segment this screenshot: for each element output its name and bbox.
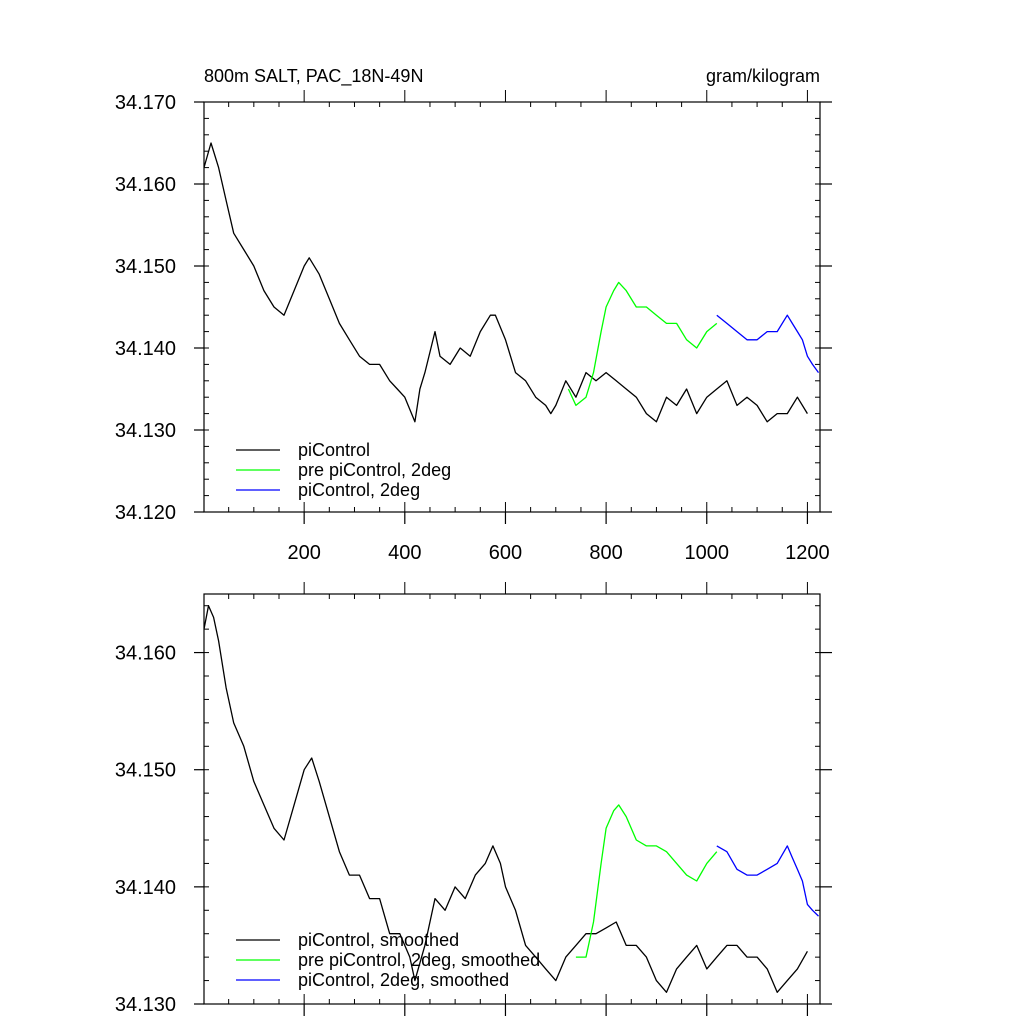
series-line-2 <box>716 845 819 917</box>
y-tick-label: 34.130 <box>115 994 176 1016</box>
legend-label: pre piControl, 2deg <box>298 460 451 480</box>
series-line-2 <box>716 314 820 373</box>
x-tick-label: 200 <box>287 542 320 564</box>
series-line-0 <box>204 142 808 423</box>
x-tick-label: 1000 <box>685 542 730 564</box>
x-tick-label: 600 <box>489 542 522 564</box>
legend-label: piControl, 2deg <box>298 480 420 500</box>
x-tick-label: 1200 <box>785 542 830 564</box>
y-tick-label: 34.170 <box>115 92 176 114</box>
y-tick-label: 34.160 <box>115 643 176 665</box>
legend-label: pre piControl, 2deg, smoothed <box>298 950 540 970</box>
y-tick-label: 34.140 <box>115 338 176 360</box>
y-tick-label: 34.150 <box>115 760 176 782</box>
x-tick-label: 400 <box>388 542 421 564</box>
salt-chart-smoothed: 34.130 34.140 34.150 34.160 piControl, smoot… <box>115 582 832 1016</box>
legend-label: piControl, smoothed <box>298 930 459 950</box>
y-tick-label: 34.120 <box>115 502 176 524</box>
legend-label: piControl <box>298 440 370 460</box>
y-tick-label: 34.140 <box>115 877 176 899</box>
series-line-1 <box>575 804 718 958</box>
x-tick-label: 800 <box>589 542 622 564</box>
figure-title: 800m SALT, PAC_18N-49N <box>204 66 423 87</box>
series-line-1 <box>567 281 718 407</box>
y-tick-label: 34.160 <box>115 174 176 196</box>
plot-frame <box>203 593 821 1005</box>
y-tick-label: 34.130 <box>115 420 176 442</box>
y-tick-label: 34.150 <box>115 256 176 278</box>
figure-units: gram/kilogram <box>706 66 820 86</box>
plot-frame <box>203 101 821 513</box>
salt-chart-raw: 34.120 34.130 34.140 34.150 34.160 34.170 200 4… <box>115 90 832 564</box>
series-line-0 <box>204 605 808 993</box>
legend-label: piControl, 2deg, smoothed <box>298 970 509 990</box>
